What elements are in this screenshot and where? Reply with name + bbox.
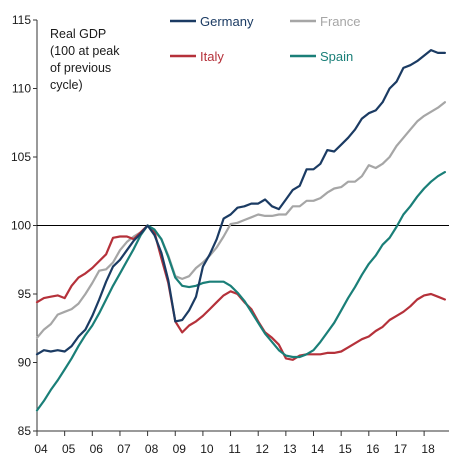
- y-tick-label: 90: [18, 356, 32, 370]
- annotation-line-1: Real GDP: [50, 27, 106, 41]
- x-tick-label: 10: [200, 442, 214, 456]
- x-tick-label: 08: [145, 442, 159, 456]
- y-tick-label: 95: [18, 287, 32, 301]
- x-tick-label: 13: [283, 442, 297, 456]
- annotation-line-4: cycle): [50, 78, 83, 92]
- x-tick-label: 14: [311, 442, 325, 456]
- series-line-france: [35, 101, 446, 339]
- x-tick-label: 12: [256, 442, 270, 456]
- legend-label-italy: Italy: [200, 49, 224, 64]
- series-line-germany: [35, 49, 446, 356]
- y-tick-label: 105: [11, 150, 31, 164]
- x-tick-label: 05: [62, 442, 76, 456]
- x-tick-label: 17: [394, 442, 408, 456]
- x-tick-label: 09: [173, 442, 187, 456]
- x-tick-label: 04: [34, 442, 48, 456]
- x-tick-label: 11: [228, 442, 241, 456]
- y-tick-label: 85: [18, 424, 32, 438]
- chart-annotation: Real GDP (100 at peak of previous cycle): [50, 27, 120, 92]
- series-line-italy: [35, 224, 446, 361]
- y-tick-label: 110: [12, 82, 31, 96]
- legend-label-spain: Spain: [320, 49, 353, 64]
- y-tick-label: 115: [12, 13, 31, 27]
- y-tick-label: 100: [11, 219, 31, 233]
- x-tick-label: 16: [366, 442, 380, 456]
- x-tick-label: 07: [117, 442, 131, 456]
- x-tick-label: 06: [90, 442, 104, 456]
- x-tick-label: 18: [421, 442, 435, 456]
- annotation-line-3: of previous: [50, 61, 111, 75]
- series-layer: [35, 49, 446, 412]
- annotation-line-2: (100 at peak: [50, 44, 120, 58]
- legend: Germany France Italy Spain: [170, 14, 360, 64]
- x-tick-label: 15: [338, 442, 352, 456]
- axes: 85 90 95 100 105 110 115 04 05 06 07 08 09 10 11 12 13 14…: [11, 13, 449, 456]
- legend-label-france: France: [320, 14, 360, 29]
- legend-label-germany: Germany: [200, 14, 254, 29]
- series-line-spain: [35, 171, 446, 412]
